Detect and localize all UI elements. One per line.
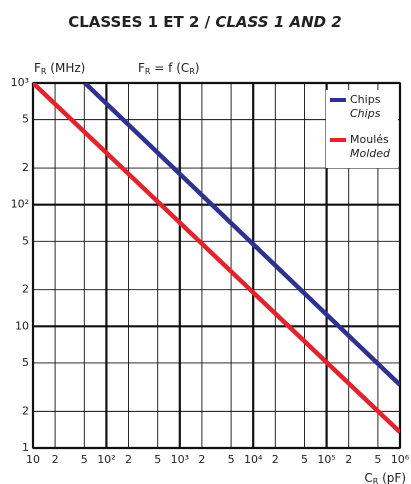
- legend-label: Molded: [350, 147, 391, 160]
- x-tick-label: 2: [52, 453, 59, 466]
- series-line: [83, 83, 400, 387]
- y-tick-label: 5: [22, 234, 29, 247]
- y-tick-label: 10²: [11, 198, 29, 211]
- y-tick-label: 5: [22, 113, 29, 126]
- label-part: C: [364, 471, 372, 484]
- legend-swatch: [330, 138, 346, 142]
- label-part: (MHz): [46, 61, 85, 75]
- label-part: R: [145, 67, 151, 76]
- legend-label: Moulés: [350, 133, 389, 146]
- x-tick-label: 10³: [171, 453, 189, 466]
- y-tick-label: 2: [22, 161, 29, 174]
- y-tick-label: 10: [15, 319, 29, 332]
- label: FR = f (CR): [138, 61, 200, 76]
- x-tick-label: 2: [345, 453, 352, 466]
- x-tick-label: 10⁵: [317, 453, 335, 466]
- label-part: R: [373, 477, 379, 484]
- x-tick-label: 10⁶: [391, 453, 410, 466]
- series-line: [33, 83, 400, 434]
- label-part: CLASSES 1 ET 2 /: [68, 13, 215, 31]
- x-tick-label: 5: [228, 453, 235, 466]
- y-tick-label: 1: [22, 441, 29, 454]
- label-part: ): [195, 61, 200, 75]
- legend-label: Chips: [350, 93, 381, 106]
- x-tick-label: 5: [301, 453, 308, 466]
- y-tick-label: 5: [22, 356, 29, 369]
- label-part: F: [34, 61, 41, 75]
- legend-box: [326, 90, 398, 168]
- x-tick-label: 5: [154, 453, 161, 466]
- x-tick-label: 2: [198, 453, 205, 466]
- label-part: F: [138, 61, 145, 75]
- plot-frame: [32, 82, 401, 449]
- label: CLASSES 1 ET 2 / CLASS 1 AND 2: [68, 13, 342, 31]
- x-tick-label: 5: [81, 453, 88, 466]
- x-tick-label: 10⁴: [244, 453, 263, 466]
- label-part: R: [41, 67, 47, 76]
- x-tick-label: 10²: [97, 453, 115, 466]
- x-tick-label: 2: [272, 453, 279, 466]
- y-tick-label: 2: [22, 404, 29, 417]
- label: FR (MHz): [34, 61, 85, 76]
- label-part: CLASS 1 AND 2: [215, 13, 341, 31]
- label-part: = f (C: [150, 61, 189, 75]
- legend-label: Chips: [350, 107, 381, 120]
- label-part: (pF): [378, 471, 406, 484]
- x-tick-label: 10: [26, 453, 40, 466]
- label-part: R: [189, 67, 195, 76]
- legend-swatch: [330, 98, 346, 102]
- y-tick-label: 10³: [11, 76, 29, 89]
- y-tick-label: 2: [22, 283, 29, 296]
- x-tick-label: 2: [125, 453, 132, 466]
- label: CR (pF): [364, 471, 406, 484]
- x-tick-label: 5: [374, 453, 381, 466]
